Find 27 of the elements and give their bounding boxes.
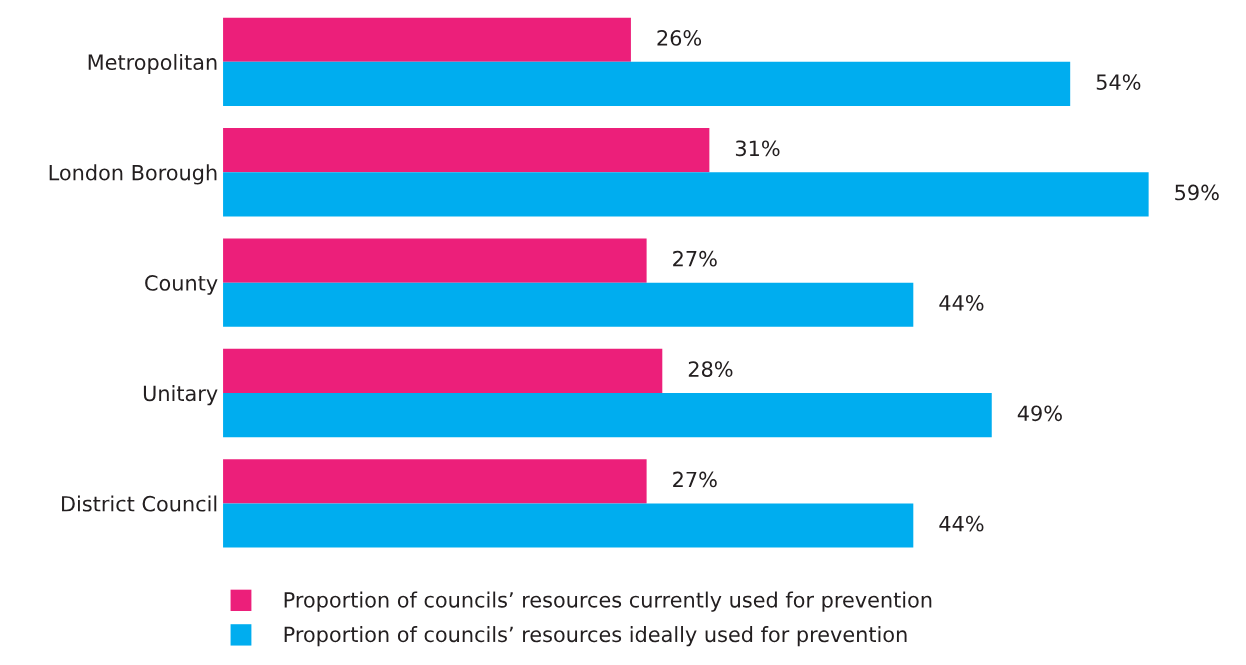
data-label: 54% [1096, 74, 1141, 90]
bar [223, 17, 631, 62]
data-label: 44% [939, 294, 984, 311]
data-label: 49% [1017, 405, 1062, 422]
bar [223, 61, 1071, 106]
data-label: 28% [688, 361, 733, 377]
bar [223, 238, 647, 283]
bar [223, 282, 914, 327]
data-label: 44% [939, 515, 984, 532]
data-label: 59% [1175, 184, 1219, 201]
data-label: 31% [735, 140, 780, 157]
data-label: 27% [673, 471, 717, 488]
y-tick-label: London Borough [49, 164, 217, 185]
y-tick-label: County [145, 275, 218, 295]
bar [223, 459, 647, 504]
legend-label: Proportion of councils’ resources currently used for prevention [284, 591, 932, 612]
y-tick-label: Metropolitan [88, 53, 217, 75]
bar [223, 128, 710, 173]
data-label: 26% [657, 30, 702, 46]
legend-label: Proportion of councils’ resources ideally used for prevention [284, 626, 907, 647]
bar [223, 348, 663, 394]
bar [223, 393, 992, 438]
y-tick-label: District Council [62, 495, 217, 512]
data-label: 27% [673, 250, 717, 267]
y-tick-label: Unitary [143, 385, 218, 406]
bar [223, 503, 914, 548]
bar [223, 172, 1149, 217]
